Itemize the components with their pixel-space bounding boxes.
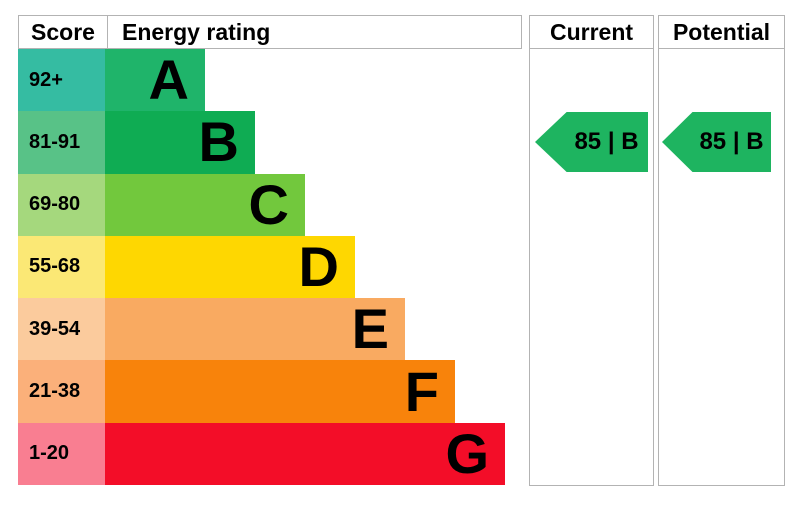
band-d-bar: D (105, 235, 355, 299)
graph-header: Score Energy rating (18, 15, 522, 49)
band-row-f: 21-38 F (18, 360, 518, 423)
band-b-bar: B (105, 111, 255, 174)
band-row-b: 81-91 B (18, 111, 518, 174)
band-row-a: 92+ A (18, 49, 518, 112)
band-b-score-range: 81-91 (18, 111, 105, 174)
current-column-header: Current (530, 16, 653, 49)
rating-bands: 92+ A 81-91 B 69-80 C 55-68 D 39-54 E 21… (18, 49, 518, 485)
band-d-score-range: 55-68 (18, 235, 105, 299)
band-a-bar: A (105, 49, 205, 112)
score-column-header: Score (19, 16, 108, 48)
band-g-bar: G (105, 422, 505, 485)
band-row-d: 55-68 D (18, 235, 518, 299)
band-c-bar: C (105, 173, 305, 236)
band-g-score-range: 1-20 (18, 422, 105, 485)
band-c-score-range: 69-80 (18, 173, 105, 236)
potential-column: Potential (658, 15, 785, 486)
band-row-g: 1-20 G (18, 422, 518, 485)
current-column: Current (529, 15, 654, 486)
band-e-bar: E (105, 298, 405, 361)
band-f-bar: F (105, 360, 455, 423)
band-row-e: 39-54 E (18, 298, 518, 361)
band-f-score-range: 21-38 (18, 360, 105, 423)
band-a-score-range: 92+ (18, 49, 105, 112)
band-row-c: 69-80 C (18, 173, 518, 236)
potential-column-header: Potential (659, 16, 784, 49)
band-e-score-range: 39-54 (18, 298, 105, 361)
energy-rating-column-header: Energy rating (122, 18, 271, 45)
